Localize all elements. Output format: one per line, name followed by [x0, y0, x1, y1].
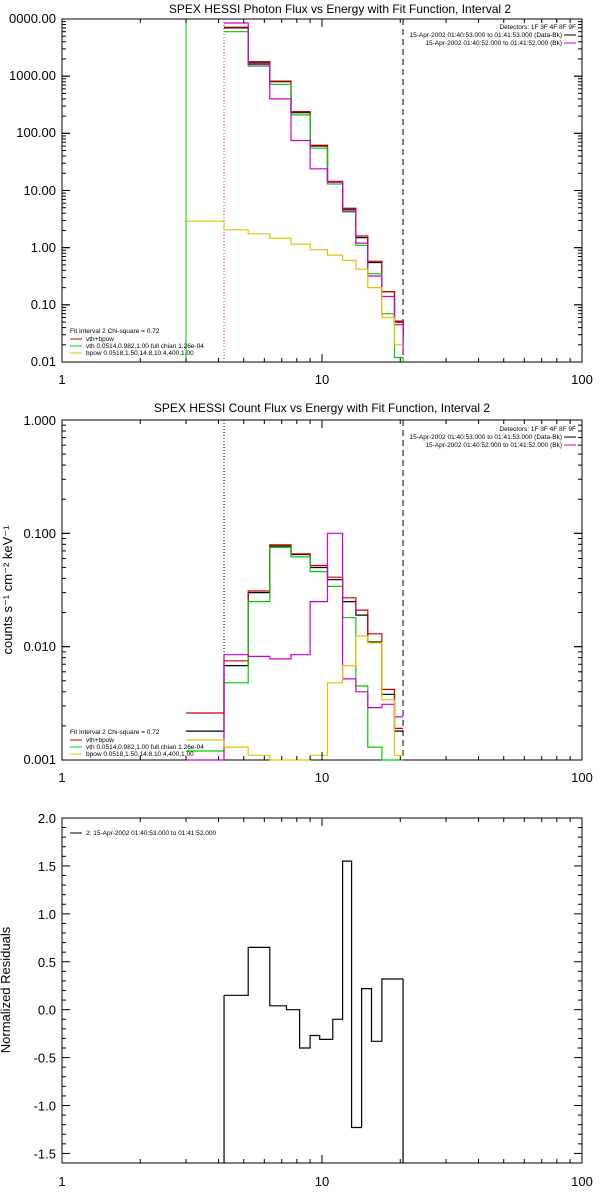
residuals-y-axis-label: Normalized Residuals	[0, 926, 13, 1053]
photon-series-data	[224, 27, 404, 337]
photon-legend-bk: 15-Apr-2002 01:40:52.000 to 01:41:52.000…	[425, 40, 562, 47]
photon-series-vth-bpow	[224, 26, 404, 341]
count-y-tick-0.010: 0.010	[23, 639, 56, 654]
photon-marks	[185, 19, 404, 362]
count-plot-frame	[61, 419, 583, 761]
count-axis-ticks	[61, 419, 583, 761]
residuals-y-tick--1.5: -1.5	[34, 1146, 56, 1161]
count-legend-total: vth+bpow	[86, 737, 114, 744]
residuals-axis-ticks	[61, 817, 583, 1163]
count-series-vth	[186, 546, 404, 761]
count-y-tick-labels: 0.001 0.010 0.100 1.000	[23, 413, 56, 767]
count-legend-detectors: Detectors: 1F 3F 4F 8F 9F	[499, 426, 576, 433]
photon-legend-right: Detectors: 1F 3F 4F 8F 9F 15-Apr-2002 01…	[410, 24, 577, 47]
photon-x-tick-1: 1	[58, 372, 65, 387]
count-marks	[186, 420, 404, 761]
photon-legend-fit-header: Fit Interval 2 Chi-square = 0.72	[70, 328, 160, 335]
photon-x-tick-100: 100	[571, 372, 593, 387]
residuals-y-tick-0.5: 0.5	[38, 955, 56, 970]
photon-legend-detectors: Detectors: 1F 3F 4F 8F 9F	[499, 24, 576, 31]
count-flux-panel: SPEX HESSI Count Flux vs Energy with Fit…	[0, 401, 593, 785]
photon-y-tick-100.00: 100.00	[16, 125, 56, 140]
residuals-x-tick-100: 100	[571, 1174, 593, 1189]
photon-x-tick-10: 10	[315, 372, 329, 387]
count-legend-left: Fit Interval 2 Chi-square = 0.72 vth+bpo…	[70, 729, 204, 758]
residuals-y-tick-labels: 2.0 1.5 1.0 0.5 0.0 -0.5 -1.0 -1.5	[34, 811, 56, 1161]
residuals-plot-frame	[61, 817, 583, 1164]
photon-y-tick-0.01: 0.01	[31, 354, 56, 369]
photon-y-tick-1000.00: 1000.00	[9, 68, 56, 83]
residuals-y-tick--1.0: -1.0	[34, 1099, 56, 1114]
photon-series-bk	[224, 22, 404, 351]
photon-axis-ticks	[61, 18, 583, 363]
photon-y-tick-1.00: 1.00	[31, 240, 56, 255]
photon-y-tick-top: 0000.00	[9, 11, 56, 26]
residuals-y-tick--0.5: -0.5	[34, 1051, 56, 1066]
photon-legend-total: vth+bpow	[86, 336, 114, 343]
count-series-bk	[186, 532, 404, 761]
count-legend-right: Detectors: 1F 3F 4F 8F 9F 15-Apr-2002 01…	[410, 426, 577, 449]
photon-series-bpow	[186, 220, 404, 346]
photon-legend-left: Fit Interval 2 Chi-square = 0.72 vth+bpo…	[70, 328, 204, 357]
residuals-y-tick-1.5: 1.5	[38, 859, 56, 874]
residuals-panel: Normalized Residuals 1 10 100 2.0 1.5 1.0 0…	[0, 811, 593, 1189]
count-series-bpow	[186, 635, 404, 761]
residuals-marks	[223, 860, 404, 1163]
count-legend-vth: vth 0.0514,0.982,1.00 full chian 1.26e-0…	[86, 744, 204, 751]
photon-chart-title: SPEX HESSI Photon Flux vs Energy with Fi…	[169, 2, 511, 16]
photon-legend-bpow: bpow 0.0518,1.50,14.8,10.4,400,1.00	[86, 350, 194, 357]
residuals-legend: 2: 15-Apr-2002 01:40:53.000 to 01:41:52.…	[70, 830, 216, 837]
residuals-y-tick-2.0: 2.0	[38, 811, 56, 826]
photon-flux-panel: SPEX HESSI Photon Flux vs Energy with Fi…	[9, 2, 593, 387]
count-x-tick-10: 10	[315, 770, 329, 785]
count-x-tick-1: 1	[58, 770, 65, 785]
count-legend-data-bk: 15-Apr-2002 01:40:53.000 to 01:41:53.000…	[410, 434, 563, 441]
count-series-vth-bpow	[186, 544, 404, 729]
residuals-y-tick-0.0: 0.0	[38, 1003, 56, 1018]
residuals-y-tick-1.0: 1.0	[38, 907, 56, 922]
count-y-tick-0.001: 0.001	[23, 752, 56, 767]
count-y-axis-label: counts s⁻¹ cm⁻² keV⁻¹	[0, 525, 15, 655]
residuals-series-residuals	[224, 860, 404, 1129]
photon-plot-frame	[61, 18, 583, 363]
count-series-data	[186, 545, 404, 732]
photon-legend-data-bk: 15-Apr-2002 01:40:53.000 to 01:41:53.000…	[410, 32, 563, 39]
residuals-x-tick-10: 10	[315, 1174, 329, 1189]
count-chart-title: SPEX HESSI Count Flux vs Energy with Fit…	[154, 401, 490, 415]
count-y-tick-0.100: 0.100	[23, 526, 56, 541]
residuals-legend-interval: 2: 15-Apr-2002 01:40:53.000 to 01:41:52.…	[86, 830, 216, 837]
photon-y-tick-0.10: 0.10	[31, 297, 56, 312]
photon-y-tick-10.00: 10.00	[23, 183, 56, 198]
count-legend-fit-header: Fit Interval 2 Chi-square = 0.72	[70, 729, 160, 736]
photon-y-tick-labels: 0.01 0.10 1.00 10.00 100.00 1000.00 0000…	[9, 11, 56, 369]
count-x-tick-100: 100	[571, 770, 593, 785]
count-legend-bpow: bpow 0.0518,1.50,14.8,10.4,400,1.00	[86, 751, 194, 758]
count-y-tick-1.000: 1.000	[23, 413, 56, 428]
residuals-x-tick-1: 1	[58, 1174, 65, 1189]
photon-legend-vth: vth 0.0514,0.982,1.00 full chian 1.26e-0…	[86, 343, 204, 350]
count-legend-bk: 15-Apr-2002 01:40:52.000 to 01:41:52.000…	[425, 442, 562, 449]
photon-series-vth	[224, 31, 404, 362]
